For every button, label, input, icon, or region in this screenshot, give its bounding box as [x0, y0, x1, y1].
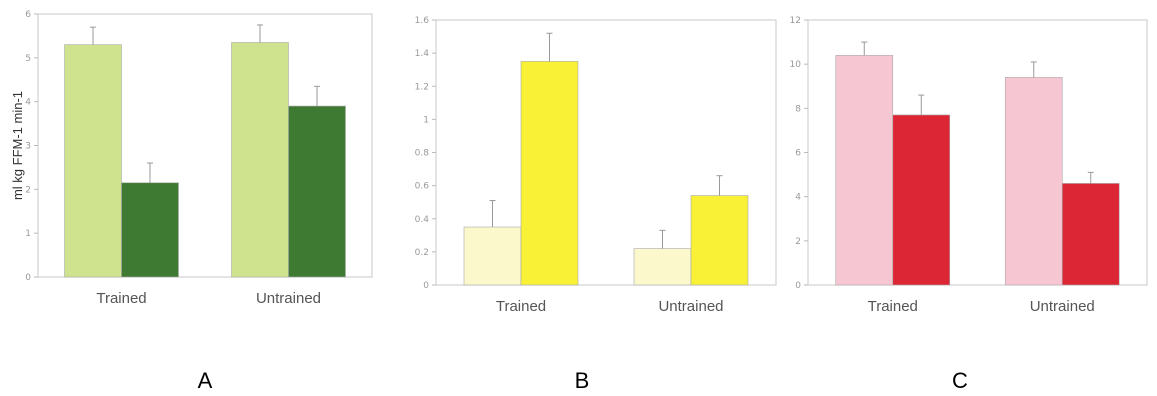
panel-label: A — [198, 368, 213, 393]
y-tick-label: 0 — [423, 281, 429, 291]
bar — [690, 195, 749, 286]
y-tick-label: 1.2 — [415, 82, 429, 92]
x-category-label: Trained — [96, 290, 146, 307]
y-tick-label: 4 — [25, 98, 31, 108]
panel-a: 0 1 2 3 4 5 6 Trained Untrained ml kg FFM-1 min-1… — [10, 10, 373, 393]
y-tick-label: 6 — [25, 10, 31, 20]
x-category-label: Untrained — [1030, 298, 1095, 315]
x-category-label: Untrained — [256, 290, 321, 307]
y-tick-label: 1.4 — [415, 49, 430, 59]
y-tick-label: 0.2 — [415, 248, 429, 258]
panel-c: 0 2 4 6 8 10 12 Trained Untrained C — [790, 16, 1148, 393]
y-tick-label: 2 — [25, 185, 31, 195]
y-tick-label: 0.4 — [415, 215, 430, 225]
y-tick-label: 10 — [790, 60, 802, 70]
panel-label: B — [575, 368, 590, 393]
y-tick-label: 8 — [795, 104, 801, 114]
bar — [463, 226, 522, 286]
y-axis-label: ml kg FFM-1 min-1 — [10, 91, 25, 200]
x-category-label: Trained — [496, 298, 546, 315]
y-tick-label: 1 — [25, 229, 31, 239]
bar — [892, 114, 951, 286]
bar — [633, 248, 692, 286]
y-tick-label: 0.8 — [415, 149, 430, 159]
y-tick-label: 3 — [25, 142, 31, 152]
y-tick-label: 0 — [795, 281, 801, 291]
y-tick-label: 12 — [790, 16, 801, 26]
bar — [64, 44, 122, 278]
bar — [835, 55, 894, 286]
bar — [1061, 183, 1120, 286]
y-tick-label: 0 — [25, 273, 31, 283]
y-tick-label: 1 — [423, 115, 429, 125]
bar — [121, 182, 179, 278]
y-tick-label: 2 — [795, 237, 801, 247]
bar — [231, 42, 289, 278]
bar — [288, 105, 346, 278]
y-tick-label: 6 — [795, 149, 801, 159]
panel-label: C — [952, 368, 968, 393]
bar — [520, 61, 579, 286]
y-tick-label: 5 — [25, 54, 31, 64]
y-tick-label: 1.6 — [415, 16, 430, 26]
y-tick-label: 0.6 — [415, 182, 430, 192]
y-tick-label: 4 — [795, 193, 801, 203]
bar — [1004, 77, 1063, 286]
x-category-label: Trained — [868, 298, 918, 315]
x-category-label: Untrained — [658, 298, 723, 315]
panel-b: 0 0.2 0.4 0.6 0.8 1 1.2 1.4 1.6 Trained Untrained B — [415, 16, 777, 393]
